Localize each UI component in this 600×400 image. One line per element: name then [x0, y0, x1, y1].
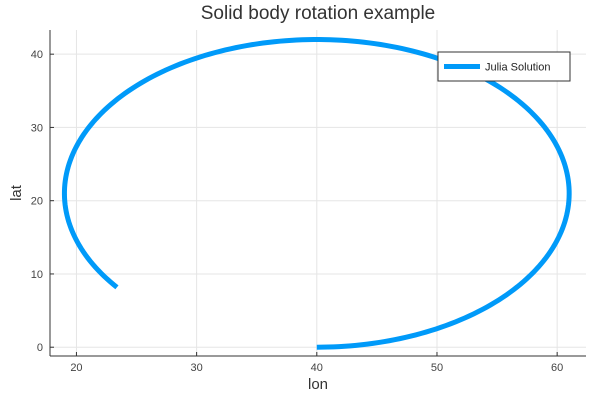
y-tick-label: 30 [31, 122, 43, 134]
legend-label: Julia Solution [485, 62, 550, 74]
y-tick-label: 20 [31, 196, 43, 208]
x-axis-label: lon [308, 376, 328, 393]
y-tick-label: 10 [31, 269, 43, 281]
y-ticks: 0 10 20 30 40 [31, 49, 54, 354]
x-ticks: 20 30 40 50 60 [70, 352, 563, 374]
y-tick-label: 40 [31, 49, 43, 61]
y-axis-label: lat [8, 184, 25, 201]
chart-title: Solid body rotation example [201, 3, 435, 24]
x-tick-label: 60 [551, 362, 563, 374]
legend: Julia Solution [437, 51, 571, 82]
grid-x [75, 30, 558, 356]
x-tick-label: 20 [70, 362, 82, 374]
x-tick-label: 30 [190, 362, 202, 374]
y-tick-label: 0 [37, 342, 43, 354]
x-tick-label: 40 [311, 362, 323, 374]
x-tick-label: 50 [431, 362, 443, 374]
series-line-julia-solution [61, 37, 572, 350]
grid-y [50, 53, 586, 348]
